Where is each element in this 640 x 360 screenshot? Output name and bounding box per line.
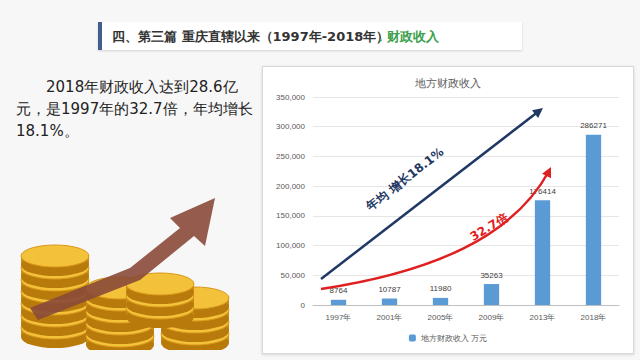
svg-text:50,000: 50,000 [281, 271, 306, 280]
svg-text:2013年: 2013年 [530, 313, 556, 322]
html-text:2018年财政收入达到28.6亿元，是1997年的32.7倍: 2018年财政收入达到28.6亿元，是1997年的32.7倍，年均增长18.1%… [16, 78, 253, 140]
svg-text:286271: 286271 [580, 121, 607, 130]
svg-text:0: 0 [301, 301, 306, 310]
svg-text:11980: 11980 [430, 284, 452, 293]
svg-text:2018年: 2018年 [581, 313, 607, 322]
svg-text:年均 增长18.1%: 年均 增长18.1% [363, 145, 446, 214]
html-text:．财政收入: ．财政收入 [374, 29, 439, 44]
svg-text:8764: 8764 [329, 286, 348, 296]
svg-text:2009年: 2009年 [479, 313, 505, 322]
svg-text:176414: 176414 [529, 186, 556, 196]
svg-text:2001年: 2001年 [377, 313, 403, 322]
svg-text:300,000: 300,000 [276, 122, 305, 131]
svg-text:200,000: 200,000 [276, 182, 305, 191]
svg-text:1997年: 1997年 [326, 313, 352, 322]
svg-text:10787: 10787 [378, 285, 401, 294]
svg-text:地方财政收入 万元: 地方财政收入 万元 [420, 334, 487, 343]
svg-text:地方财政收入: 地方财政收入 [414, 77, 481, 90]
html-text:四、第三篇 重庆直辖以来（1997年-2018年）: 四、第三篇 重庆直辖以来（1997年-2018年） [112, 29, 390, 44]
svg-text:2005年: 2005年 [428, 313, 454, 322]
svg-text:150,000: 150,000 [276, 211, 305, 220]
svg-text:250,000: 250,000 [276, 152, 305, 161]
svg-text:32.7倍: 32.7倍 [468, 210, 511, 244]
svg-text:35263: 35263 [480, 271, 503, 280]
svg-text:100,000: 100,000 [276, 241, 305, 250]
svg-text:350,000: 350,000 [276, 93, 305, 102]
